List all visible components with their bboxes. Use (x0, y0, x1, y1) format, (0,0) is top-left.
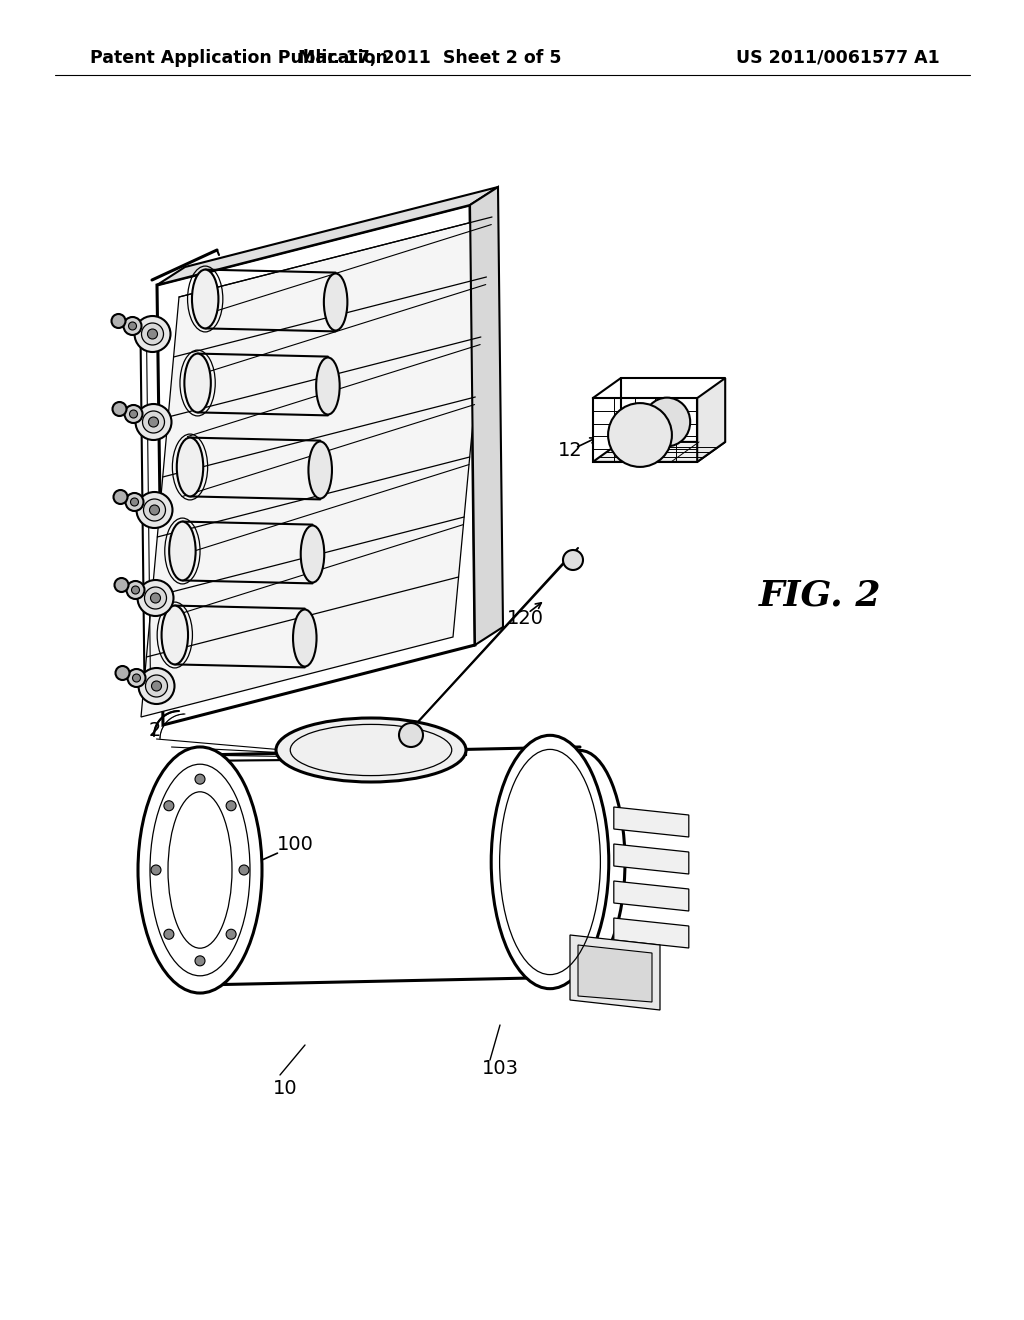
Text: US 2011/0061577 A1: US 2011/0061577 A1 (736, 49, 940, 67)
Ellipse shape (116, 667, 129, 680)
Text: Mar. 17, 2011  Sheet 2 of 5: Mar. 17, 2011 Sheet 2 of 5 (298, 49, 562, 67)
Ellipse shape (152, 681, 162, 690)
Ellipse shape (191, 269, 218, 329)
Ellipse shape (276, 718, 466, 781)
Text: 120: 120 (507, 609, 544, 627)
Polygon shape (157, 205, 475, 725)
Ellipse shape (184, 354, 211, 412)
Ellipse shape (128, 322, 136, 330)
Polygon shape (613, 807, 689, 837)
Ellipse shape (399, 723, 423, 747)
Ellipse shape (143, 499, 166, 521)
Ellipse shape (195, 956, 205, 966)
Ellipse shape (141, 323, 164, 345)
Ellipse shape (125, 405, 142, 422)
Ellipse shape (145, 675, 168, 697)
Ellipse shape (164, 801, 174, 810)
Ellipse shape (113, 403, 127, 416)
Ellipse shape (136, 492, 172, 528)
Ellipse shape (226, 929, 237, 940)
Polygon shape (613, 917, 689, 948)
Ellipse shape (324, 273, 347, 330)
Ellipse shape (608, 403, 672, 467)
Ellipse shape (137, 579, 173, 616)
Ellipse shape (142, 411, 165, 433)
Polygon shape (470, 187, 503, 645)
Ellipse shape (563, 550, 583, 570)
Polygon shape (613, 880, 689, 911)
Ellipse shape (151, 593, 161, 603)
Text: 10: 10 (272, 1078, 297, 1097)
Polygon shape (697, 378, 725, 462)
Ellipse shape (126, 492, 143, 511)
Ellipse shape (114, 490, 128, 504)
Ellipse shape (177, 438, 203, 496)
Ellipse shape (195, 774, 205, 784)
Polygon shape (570, 935, 660, 1010)
Ellipse shape (308, 441, 332, 499)
Text: 103: 103 (481, 1059, 518, 1077)
Polygon shape (578, 945, 652, 1002)
Ellipse shape (127, 581, 144, 599)
Ellipse shape (150, 506, 160, 515)
Ellipse shape (316, 358, 340, 414)
Ellipse shape (301, 525, 325, 582)
Ellipse shape (144, 587, 167, 609)
Ellipse shape (132, 675, 140, 682)
Text: Patent Application Publication: Patent Application Publication (90, 49, 388, 67)
Ellipse shape (138, 747, 262, 993)
Polygon shape (593, 442, 725, 462)
Ellipse shape (169, 521, 196, 581)
Ellipse shape (124, 317, 141, 335)
Ellipse shape (115, 578, 128, 591)
Ellipse shape (134, 315, 171, 352)
Ellipse shape (148, 417, 159, 426)
Ellipse shape (130, 498, 138, 506)
Ellipse shape (226, 801, 237, 810)
Text: 12: 12 (558, 441, 583, 459)
Ellipse shape (155, 755, 245, 985)
Ellipse shape (162, 606, 188, 664)
Ellipse shape (644, 397, 690, 446)
Ellipse shape (112, 314, 126, 327)
Ellipse shape (131, 586, 139, 594)
Polygon shape (157, 187, 498, 285)
Ellipse shape (151, 865, 161, 875)
Ellipse shape (492, 735, 609, 989)
Ellipse shape (135, 404, 171, 440)
Ellipse shape (128, 669, 145, 686)
Ellipse shape (147, 329, 158, 339)
Ellipse shape (239, 865, 249, 875)
Text: FIG. 2: FIG. 2 (759, 578, 882, 612)
Ellipse shape (138, 668, 174, 704)
Ellipse shape (164, 929, 174, 940)
Ellipse shape (129, 411, 137, 418)
Polygon shape (613, 843, 689, 874)
Text: 100: 100 (276, 836, 313, 854)
Polygon shape (141, 216, 492, 717)
Text: 2: 2 (148, 721, 161, 739)
Ellipse shape (535, 751, 625, 974)
Ellipse shape (293, 610, 316, 667)
Polygon shape (593, 399, 697, 462)
